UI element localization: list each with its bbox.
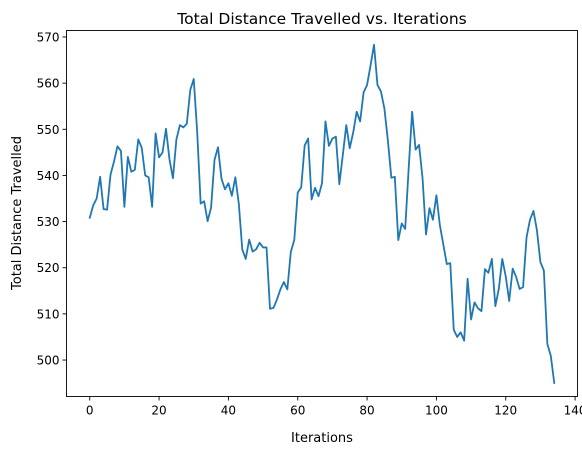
x-tick-label: 40 — [221, 404, 236, 418]
x-tick-label: 80 — [359, 404, 374, 418]
y-tick-label: 500 — [37, 354, 60, 368]
y-tick-label: 530 — [37, 215, 60, 229]
x-tick-label: 140 — [564, 404, 582, 418]
y-tick-label: 570 — [37, 30, 60, 44]
x-tick-label: 60 — [290, 404, 305, 418]
chart-title: Total Distance Travelled vs. Iterations — [176, 10, 466, 28]
y-tick-label: 510 — [37, 307, 60, 321]
x-tick-label: 120 — [494, 404, 517, 418]
axes-frame — [66, 30, 578, 397]
x-tick-label: 100 — [425, 404, 448, 418]
axis-ticks: 0 20 40 60 80 100 120 140 500 510 520 530 540 550 560 5… — [37, 30, 582, 417]
y-tick-label: 540 — [37, 169, 60, 183]
y-tick-label: 560 — [37, 77, 60, 91]
y-tick-label: 520 — [37, 261, 60, 275]
y-tick-label: 550 — [37, 123, 60, 137]
plot-area — [88, 43, 556, 385]
x-axis-label: Iterations — [291, 431, 353, 446]
y-axis-label: Total Distance Travelled — [10, 136, 25, 291]
x-tick-label: 20 — [151, 404, 166, 418]
series-line — [88, 43, 556, 385]
x-tick-label: 0 — [86, 404, 94, 418]
